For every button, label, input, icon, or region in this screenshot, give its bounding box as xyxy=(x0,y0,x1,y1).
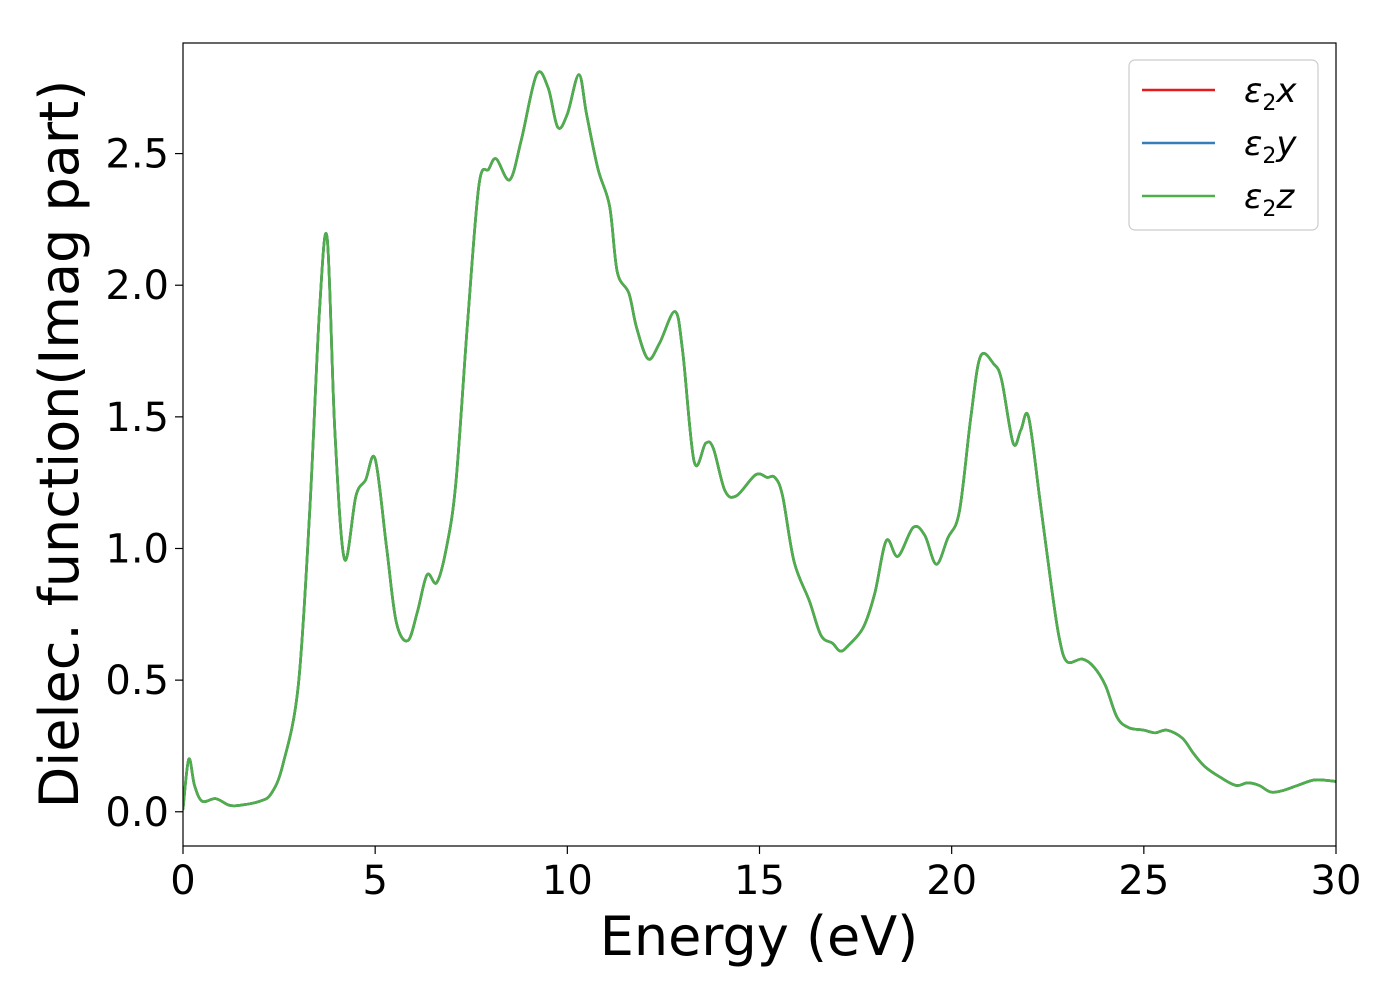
x-tick-label: 5 xyxy=(362,858,387,904)
x-tick-label: 20 xyxy=(926,858,977,904)
y-tick-label: 2.5 xyxy=(105,132,169,178)
x-tick-label: 10 xyxy=(542,858,593,904)
x-tick-label: 0 xyxy=(170,858,195,904)
legend-entries: ε2x ε2y ε2z xyxy=(1142,71,1297,222)
y-tick-label: 0.0 xyxy=(105,790,169,836)
x-tick-label: 30 xyxy=(1311,858,1362,904)
y-tick-label: 2.0 xyxy=(105,263,169,309)
series-line-z xyxy=(183,70,1336,811)
x-tick-label: 25 xyxy=(1118,858,1169,904)
x-axis-title: Energy (eV) xyxy=(600,905,919,968)
y-axis-title: Dielec. function(Imag part) xyxy=(28,80,91,809)
legend-box xyxy=(1128,59,1319,231)
y-tick-label: 1.5 xyxy=(105,395,169,441)
x-axis-ticks: 0 5 10 15 20 25 30 xyxy=(170,846,1361,904)
legend-label-z: ε2z xyxy=(1244,177,1295,222)
y-tick-label: 0.5 xyxy=(105,658,169,704)
legend-label-y: ε2y xyxy=(1244,124,1297,169)
y-tick-label: 1.0 xyxy=(105,526,169,572)
x-tick-label: 15 xyxy=(734,858,785,904)
y-axis-ticks: 0.0 0.5 1.0 1.5 2.0 2.5 xyxy=(105,132,183,836)
series-lines xyxy=(183,70,1336,811)
legend: ε2x ε2y ε2z xyxy=(1128,59,1319,231)
legend-label-x: ε2x xyxy=(1244,71,1297,116)
